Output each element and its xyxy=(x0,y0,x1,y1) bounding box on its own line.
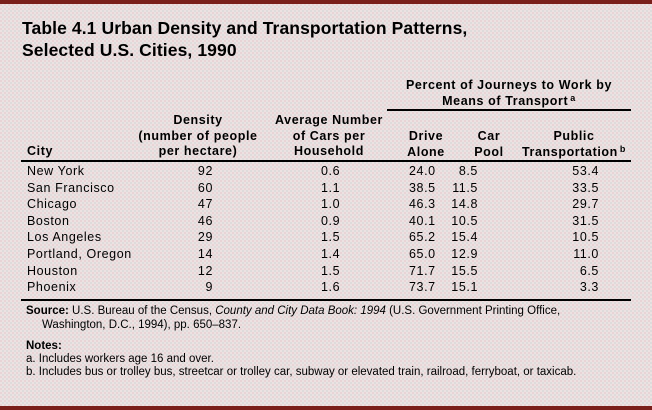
frame-top-border xyxy=(0,0,652,4)
column-header-car-pool: Car Pool xyxy=(464,129,514,160)
public-header-line-1: Public xyxy=(553,129,595,143)
cell-public-transportation: 6.5 xyxy=(579,263,599,278)
source-note: Source: U.S. Bureau of the Census, Count… xyxy=(26,304,641,332)
cell-public-transportation: 53.4 xyxy=(572,164,599,178)
cell-public-transportation: 31.5 xyxy=(572,213,599,228)
frame-bottom-border xyxy=(0,406,652,410)
cell-density: 29 xyxy=(197,230,213,245)
cell-car-pool: 15.4 xyxy=(451,230,478,245)
cell-car-pool: 15.5 xyxy=(451,263,478,278)
source-line-2: Washington, D.C., 1994), pp. 650–837. xyxy=(42,319,242,331)
cell-cars: 0.9 xyxy=(321,213,341,228)
cell-density: 92 xyxy=(197,164,213,178)
cell-density: 46 xyxy=(197,213,213,228)
header-rule xyxy=(21,160,631,162)
table-row: New York 92 0.6 24.0 8.5 53.4 xyxy=(0,163,652,179)
cell-drive-alone: 24.0 xyxy=(409,164,436,178)
cell-cars: 0.6 xyxy=(321,164,341,178)
cell-city: Los Angeles xyxy=(27,230,102,245)
density-header-line-2: (number of people xyxy=(138,128,258,143)
notes-section: Notes: a. Includes workers age 16 and ov… xyxy=(26,340,641,379)
group-header-line-1: Percent of Journeys to Work by xyxy=(405,78,612,92)
note-a: a. Includes workers age 16 and over. xyxy=(26,353,214,365)
table-title-line-2: Selected U.S. Cities, 1990 xyxy=(22,40,237,60)
cell-drive-alone: 71.7 xyxy=(409,263,436,278)
footnote-marker-b: b xyxy=(619,143,626,154)
group-header-rule xyxy=(387,109,631,111)
table-bottom-rule xyxy=(21,299,631,301)
footnote-marker-a: a xyxy=(570,92,576,103)
density-header-line-1: Density xyxy=(173,113,223,127)
cell-drive-alone: 73.7 xyxy=(409,280,436,295)
note-b: b. Includes bus or trolley bus, streetca… xyxy=(26,366,577,378)
cars-header-line-3: Household xyxy=(294,144,364,158)
cell-density: 9 xyxy=(205,280,213,295)
cell-density: 14 xyxy=(197,247,213,261)
column-header-city: City xyxy=(27,144,53,160)
table-title: Table 4.1 Urban Density and Transportati… xyxy=(22,17,467,61)
cell-car-pool: 8.5 xyxy=(458,164,478,178)
cell-city: Phoenix xyxy=(27,280,77,295)
column-header-drive-alone: Drive Alone xyxy=(398,129,454,160)
cell-drive-alone: 65.2 xyxy=(409,230,436,245)
cell-public-transportation: 10.5 xyxy=(572,230,599,245)
cell-density: 47 xyxy=(197,197,213,212)
cell-drive-alone: 65.0 xyxy=(409,247,436,261)
density-header-line-3: per hectare) xyxy=(158,144,238,158)
source-text: U.S. Bureau of the Census, xyxy=(68,305,216,317)
drive-alone-header-line-1: Drive xyxy=(408,129,444,143)
cell-cars: 1.1 xyxy=(321,180,341,195)
source-label: Source: xyxy=(26,305,69,317)
cell-cars: 1.0 xyxy=(321,197,341,212)
cell-car-pool: 12.9 xyxy=(451,247,478,261)
table-row: Phoenix 9 1.6 73.7 15.1 3.3 xyxy=(0,279,652,295)
table-row: Chicago 47 1.0 46.3 14.8 29.7 xyxy=(0,196,652,212)
cell-city: Houston xyxy=(27,263,78,278)
cars-header-line-1: Average Number xyxy=(275,113,383,127)
group-header-journeys: Percent of Journeys to Work by Means of … xyxy=(388,78,630,109)
column-header-public: Public Transportation b xyxy=(518,129,630,160)
cell-car-pool: 14.8 xyxy=(451,197,478,212)
table-row: Los Angeles 29 1.5 65.2 15.4 10.5 xyxy=(0,229,652,245)
column-header-city-label: City xyxy=(27,144,54,158)
notes-label: Notes: xyxy=(26,340,62,352)
cell-public-transportation: 33.5 xyxy=(572,180,599,195)
cell-public-transportation: 29.7 xyxy=(572,197,599,212)
cell-drive-alone: 46.3 xyxy=(409,197,436,212)
cell-city: Boston xyxy=(27,213,70,228)
cell-density: 60 xyxy=(197,180,213,195)
car-pool-header-line-2: Pool xyxy=(474,144,504,159)
cell-density: 12 xyxy=(197,263,213,278)
cell-city: Portland, Oregon xyxy=(27,247,132,261)
cell-cars: 1.5 xyxy=(321,263,341,278)
cars-header-line-2: of Cars per xyxy=(292,128,366,143)
cell-car-pool: 10.5 xyxy=(451,213,478,228)
cell-drive-alone: 40.1 xyxy=(409,213,436,228)
cell-cars: 1.4 xyxy=(321,247,341,261)
cell-cars: 1.6 xyxy=(321,280,341,295)
table-row: Boston 46 0.9 40.1 10.5 31.5 xyxy=(0,213,652,229)
cell-drive-alone: 38.5 xyxy=(409,180,436,195)
source-book-title: County and City Data Book: 1994 xyxy=(215,305,386,317)
cell-cars: 1.5 xyxy=(321,230,341,245)
group-header-line-2: Means of Transport xyxy=(442,93,569,108)
source-publisher: (U.S. Government Printing Office, xyxy=(385,305,561,317)
public-header-line-2: Transportation xyxy=(521,144,618,159)
cell-public-transportation: 11.0 xyxy=(573,247,599,261)
table-row: Portland, Oregon 14 1.4 65.0 12.9 11.0 xyxy=(0,246,652,262)
cell-city: Chicago xyxy=(27,197,78,212)
column-header-density: Density (number of people per hectare) xyxy=(130,113,266,160)
cell-car-pool: 15.1 xyxy=(451,280,478,295)
table-row: San Francisco 60 1.1 38.5 11.5 33.5 xyxy=(0,180,652,196)
table-title-line-1: Table 4.1 Urban Density and Transportati… xyxy=(22,18,468,38)
cell-car-pool: 11.5 xyxy=(452,180,478,195)
cell-city: San Francisco xyxy=(27,180,115,195)
cell-city: New York xyxy=(27,164,85,178)
table-row: Houston 12 1.5 71.7 15.5 6.5 xyxy=(0,263,652,279)
column-header-cars: Average Number of Cars per Household xyxy=(268,113,390,160)
cell-public-transportation: 3.3 xyxy=(579,280,599,295)
car-pool-header-line-1: Car xyxy=(477,129,501,143)
drive-alone-header-line-2: Alone xyxy=(407,144,445,159)
